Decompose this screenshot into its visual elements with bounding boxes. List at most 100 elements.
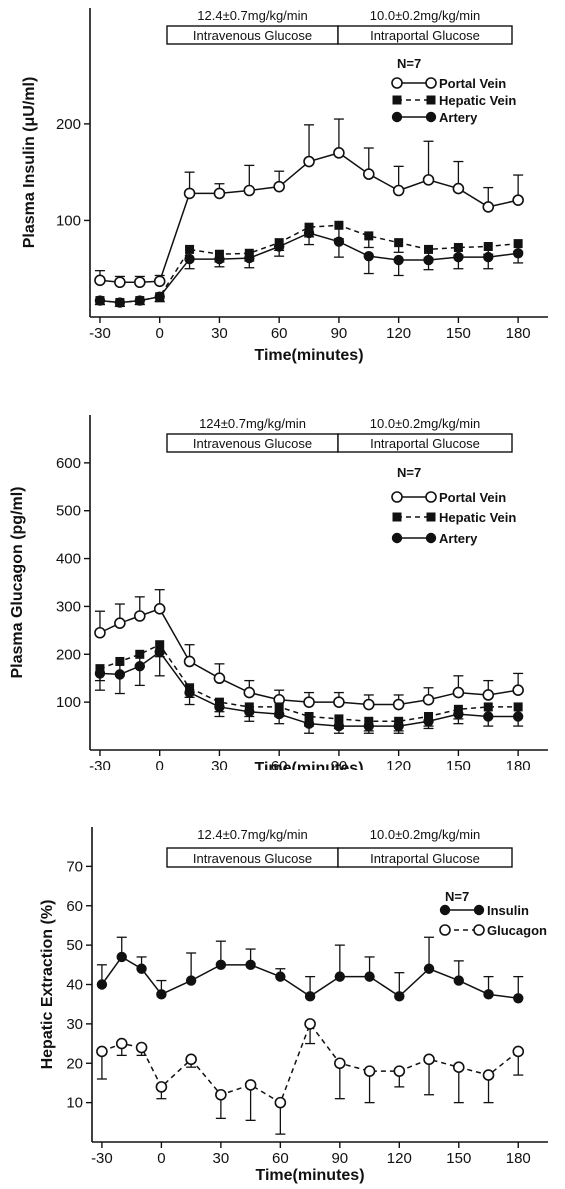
insulin-chart-panel: -30 0 30 60 90 120 150 180 100 200 Time(minutes) Pl… [0,0,565,375]
x-tick-label: -30 [89,325,111,342]
x-tick-label: 150 [446,325,471,342]
y-tick-label: 70 [66,858,83,875]
artery-marker [512,248,524,259]
glucagon-chart-panel: -30 0 30 60 90 120 150 180 100 200 300 400 500 600 Tim… [0,395,565,777]
series-insulin [96,936,524,1004]
legend-hepatic-vein-marker [426,95,436,105]
portal-vein-marker [422,693,435,706]
artery-marker [154,291,165,302]
hepatic-vein-marker [135,649,145,659]
glucagon-marker [274,1096,287,1109]
x-tick-label: 120 [386,758,411,770]
x-tick-label: -30 [89,758,111,770]
legend-portal-vein-marker [391,77,403,89]
portal-vein-marker [392,698,405,711]
artery-marker [453,708,464,720]
artery-marker [333,236,345,247]
legend-portal-vein-marker [425,491,437,503]
insulin-chart: -30 0 30 60 90 120 150 180 100 200 Time(minutes) Pl… [21,8,548,364]
artery-line [99,650,519,727]
portal-vein-marker [133,610,146,622]
artery-marker [114,297,126,308]
glucagon-marker [334,1057,346,1070]
portal-vein-marker [153,603,166,615]
hepatic-vein-marker [394,238,404,248]
hepatic-vein-marker [304,222,314,232]
portal-vein-marker [114,617,126,629]
x-tick-label: 0 [156,758,164,770]
infusion-label-left: Intravenous Glucose [193,28,312,43]
portal-vein-marker [213,187,226,200]
glucagon-marker [363,1065,376,1077]
glucagon-marker [96,1045,108,1058]
glucagon-marker [155,1081,168,1093]
portal-vein-marker [94,274,106,287]
legend-label-glucagon: Glucagon [487,923,547,938]
x-tick-label: 120 [386,325,411,342]
insulin-line [101,955,519,1000]
hepatic-vein-marker [483,702,493,712]
hepatic-vein-marker [424,244,434,254]
legend-label-artery: Artery [439,531,478,546]
infusion-label-left: Intravenous Glucose [193,851,312,866]
x-tick-label: 30 [213,1150,230,1167]
portal-vein-marker [333,696,345,708]
y-tick-label: 60 [66,898,83,915]
series-portal-vein [94,118,524,289]
portal-vein-line [99,607,519,706]
legend-insulin-marker [439,904,451,916]
artery-marker [363,250,374,262]
artery-marker [114,669,126,680]
dose-label-left: 12.4±0.7mg/kg/min [197,827,307,842]
artery-marker [423,254,434,266]
y-tick-label: 200 [56,646,81,663]
legend-hepatic-vein-marker [426,512,436,522]
portal-vein-marker [362,698,375,711]
legend-artery-marker [391,532,403,544]
insulin-marker [304,991,316,1002]
portal-vein-marker [452,182,465,195]
y-tick-label: 100 [56,694,81,711]
portal-vein-line [99,152,519,283]
artery-marker [303,718,315,729]
x-tick-label: 120 [387,1150,412,1167]
hepatic-vein-marker [274,702,284,712]
y-tick-label: 200 [56,116,81,133]
x-tick-label: 150 [446,1150,471,1167]
portal-vein-marker [512,684,524,696]
infusion-label-left: Intravenous Glucose [193,436,312,451]
portal-vein-marker [482,201,495,213]
insulin-marker [334,971,346,982]
dose-label-right: 10.0±0.2mg/kg/min [370,416,480,431]
infusion-box-right [337,847,513,868]
legend-glucagon-marker [473,924,485,936]
x-tick-label: 60 [272,1150,289,1167]
x-tick-label: 180 [506,325,531,342]
n-label: N=7 [397,465,421,480]
legend-portal-vein-marker [391,491,403,503]
insulin-marker [423,963,435,974]
dose-label-right: 10.0±0.2mg/kg/min [370,827,480,842]
y-tick-label: 300 [56,598,81,615]
y-tick-label: 40 [66,977,83,994]
legend-label-insulin: Insulin [487,903,529,918]
glucagon-chart: -30 0 30 60 90 120 150 180100200300400500600Tim… [9,415,548,777]
x-tick-label: 180 [506,758,531,770]
glucagon-marker [304,1018,316,1030]
x-tick-label: 90 [331,325,348,342]
legend-portal-vein-marker [425,77,437,89]
hepatic-vein-line [99,643,519,723]
artery-marker [273,708,285,720]
glucagon-marker [185,1053,197,1066]
y-axis-label: Hepatic Extraction (%) [39,900,56,1070]
x-tick-label: 0 [157,1150,165,1167]
portal-vein-marker [183,187,196,200]
glucagon-marker [215,1088,227,1101]
artery-marker [94,295,106,306]
glucagon-marker [393,1065,406,1077]
artery-marker [244,252,255,264]
x-tick-label: 90 [331,1150,348,1167]
portal-vein-marker [452,686,465,699]
artery-marker [363,720,374,732]
n-label: N=7 [445,889,469,904]
